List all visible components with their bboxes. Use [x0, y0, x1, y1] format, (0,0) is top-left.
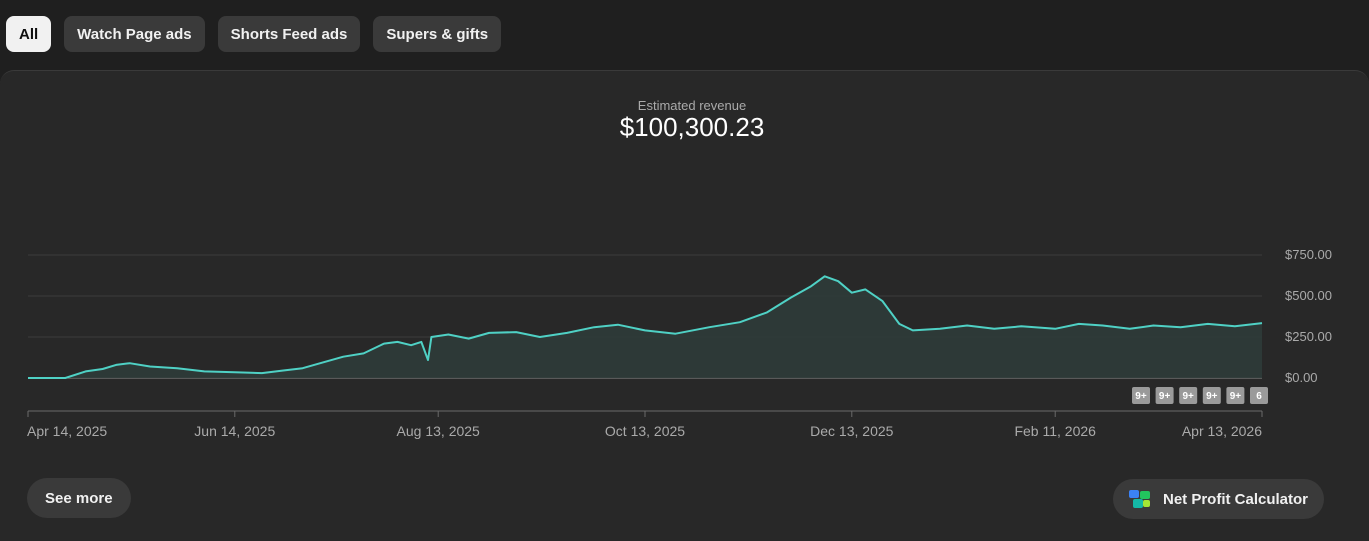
annotation-badge [1132, 387, 1150, 404]
see-more-button[interactable]: See more [27, 478, 131, 518]
annotation-badge-label: 9+ [1159, 391, 1171, 402]
annotation-badge [1226, 387, 1245, 404]
net-profit-calculator-button[interactable]: Net Profit Calculator [1113, 479, 1325, 519]
calculator-logo-icon [1129, 490, 1150, 508]
metric-value: $100,300.23 [619, 112, 765, 142]
annotation-badge-label: 6 [1256, 391, 1262, 402]
x-tick-label: Dec 13, 2025 [810, 423, 893, 439]
x-tick-label: Oct 13, 2025 [605, 423, 685, 439]
filter-all-chip[interactable]: All [6, 16, 52, 52]
y-tick-label: $0.00 [1285, 370, 1318, 385]
revenue-chart: $750.00 $500.00 $250.00 $0.00 Apr 14, 2025 Ju… [27, 247, 1332, 439]
x-tick-label: Jun 14, 2025 [194, 423, 275, 439]
y-tick-label: $500.00 [1285, 288, 1332, 303]
x-tick-label: Aug 13, 2025 [397, 423, 481, 439]
filter-supers-gifts-chip[interactable]: Supers & gifts [373, 16, 502, 52]
annotation-badge [1250, 387, 1268, 404]
y-tick-label: $750.00 [1285, 247, 1332, 262]
annotation-badge [1155, 387, 1174, 404]
filter-watch-page-ads-chip[interactable]: Watch Page ads [64, 16, 205, 52]
y-tick-label: $250.00 [1285, 329, 1332, 344]
filter-shorts-feed-ads-chip[interactable]: Shorts Feed ads [217, 16, 361, 52]
metric-label: Estimated revenue [637, 98, 747, 113]
x-tick-label: Apr 14, 2025 [27, 423, 107, 439]
series-line [28, 275, 1263, 379]
x-tick-label: Feb 11, 2026 [1014, 423, 1096, 439]
annotation-badge-label: 9+ [1230, 391, 1242, 402]
net-profit-calculator-label: Net Profit Calculator [1163, 490, 1309, 508]
annotation-badge [1202, 387, 1221, 404]
x-tick-label: Apr 13, 2026 [1182, 423, 1262, 439]
annotation-badge-label: 9+ [1135, 391, 1147, 402]
annotation-badge-label: 9+ [1206, 391, 1218, 402]
annotation-badge [1179, 387, 1198, 404]
revenue-card [0, 70, 1369, 541]
annotation-badge-label: 9+ [1182, 391, 1194, 402]
series-area [28, 276, 1262, 378]
filter-chips: All Watch Page ads Shorts Feed ads Super… [6, 16, 502, 52]
